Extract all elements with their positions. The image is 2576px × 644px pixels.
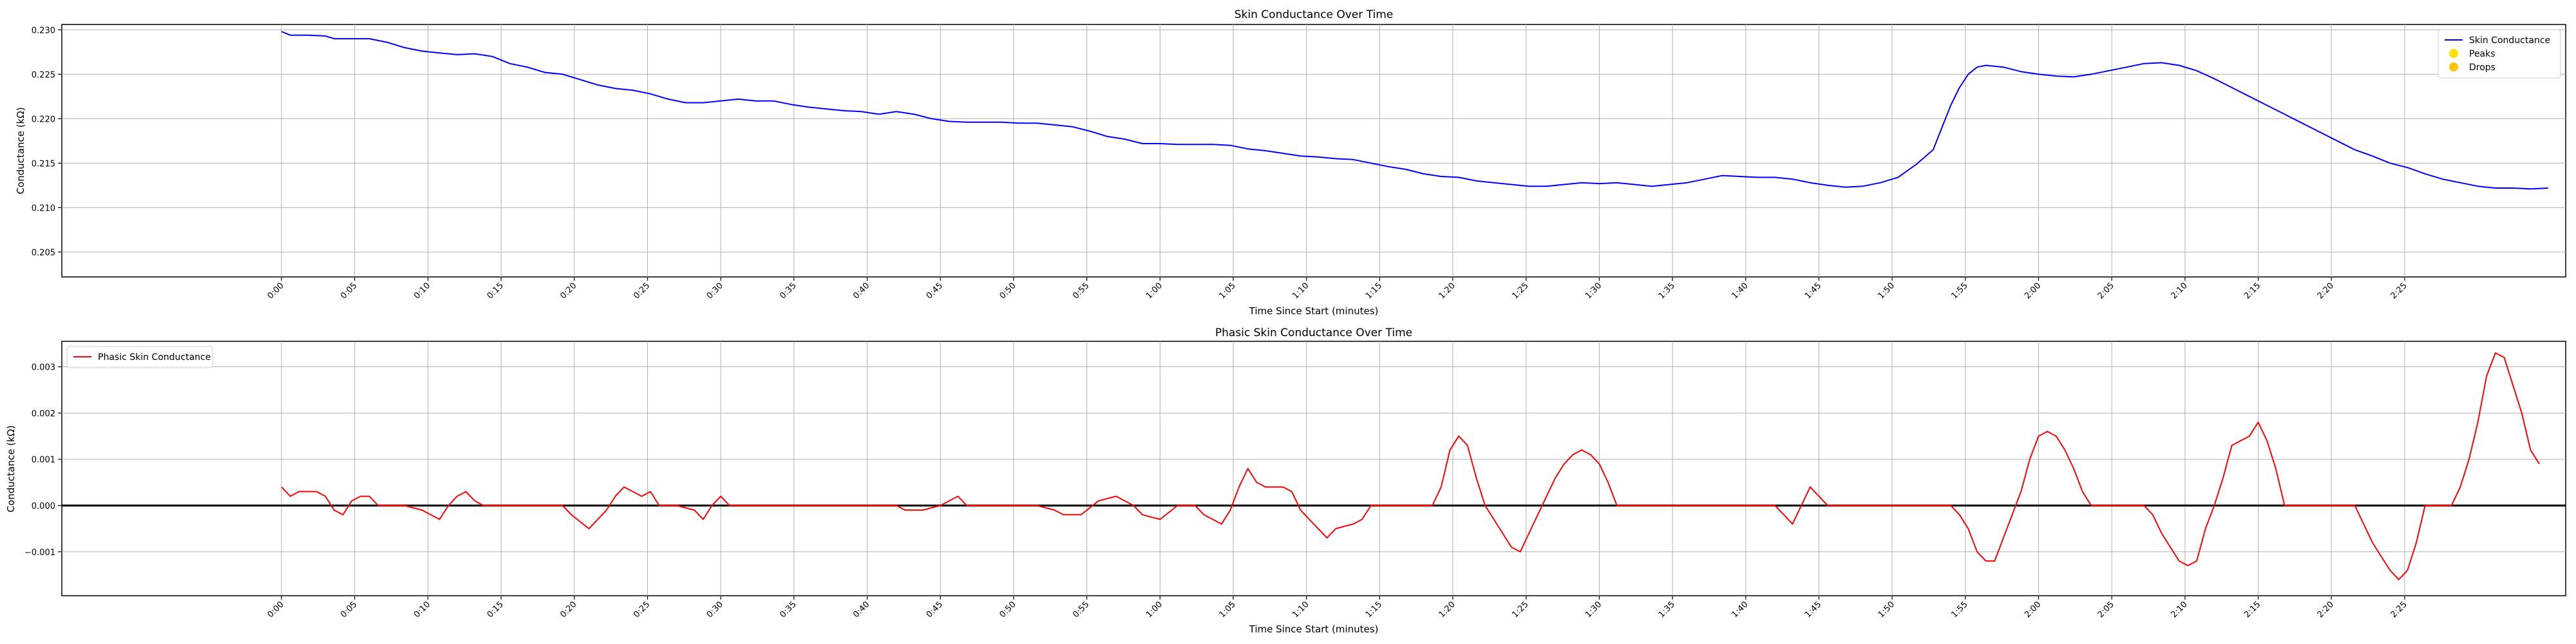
legend: Skin Conductance Peaks Drops	[2438, 29, 2561, 79]
series-lines	[281, 31, 2548, 190]
series-line	[281, 352, 2540, 580]
y-tick-label: 0.000	[32, 502, 55, 511]
y-axis-ticks: 0.205 0.210 0.215 0.220 0.225 0.230	[32, 26, 62, 258]
grid-lines	[62, 24, 2566, 277]
legend-box	[66, 346, 213, 368]
x-axis-label: Time Since Start (minutes)	[1249, 305, 1379, 317]
series-line	[281, 31, 2548, 190]
legend-marker-swatch	[2449, 62, 2458, 71]
plot-frame	[61, 24, 2566, 278]
legend: Phasic Skin Conductance	[66, 346, 213, 368]
legend-label: Skin Conductance	[2469, 35, 2550, 46]
y-tick-label: 0.210	[32, 204, 55, 213]
series-lines	[281, 352, 2540, 580]
y-tick-label: 0.230	[32, 26, 55, 35]
y-tick-label: −0.001	[24, 548, 55, 558]
y-axis-label: Conductance (kΩ)	[5, 425, 17, 512]
x-axis-label: Time Since Start (minutes)	[1249, 623, 1379, 635]
legend-marker-swatch	[2449, 49, 2458, 58]
legend-label: Peaks	[2469, 49, 2496, 59]
phasic-skin-conductance-chart: Phasic Skin Conductance Over Time 0:00 0:…	[5, 327, 2566, 635]
y-tick-label: 0.003	[32, 363, 55, 373]
y-tick-label: 0.001	[32, 455, 55, 465]
plot-frame	[61, 341, 2566, 596]
skin-conductance-chart: Skin Conductance Over Time 0:00 0:05 0:10 0…	[15, 8, 2566, 317]
y-tick-label: 0.205	[32, 248, 55, 258]
chart-title: Skin Conductance Over Time	[1235, 8, 1393, 21]
y-tick-label: 0.002	[32, 409, 55, 419]
y-axis-label: Conductance (kΩ)	[15, 107, 26, 194]
chart-title: Phasic Skin Conductance Over Time	[1215, 327, 1412, 339]
legend-label: Phasic Skin Conductance	[98, 352, 211, 363]
legend-label: Drops	[2469, 62, 2496, 73]
y-axis-ticks: −0.001 0.000 0.001 0.002 0.003	[24, 363, 62, 558]
y-tick-label: 0.225	[32, 70, 55, 80]
y-tick-label: 0.220	[32, 115, 55, 124]
legend-box	[2438, 29, 2561, 79]
y-tick-label: 0.215	[32, 159, 55, 169]
